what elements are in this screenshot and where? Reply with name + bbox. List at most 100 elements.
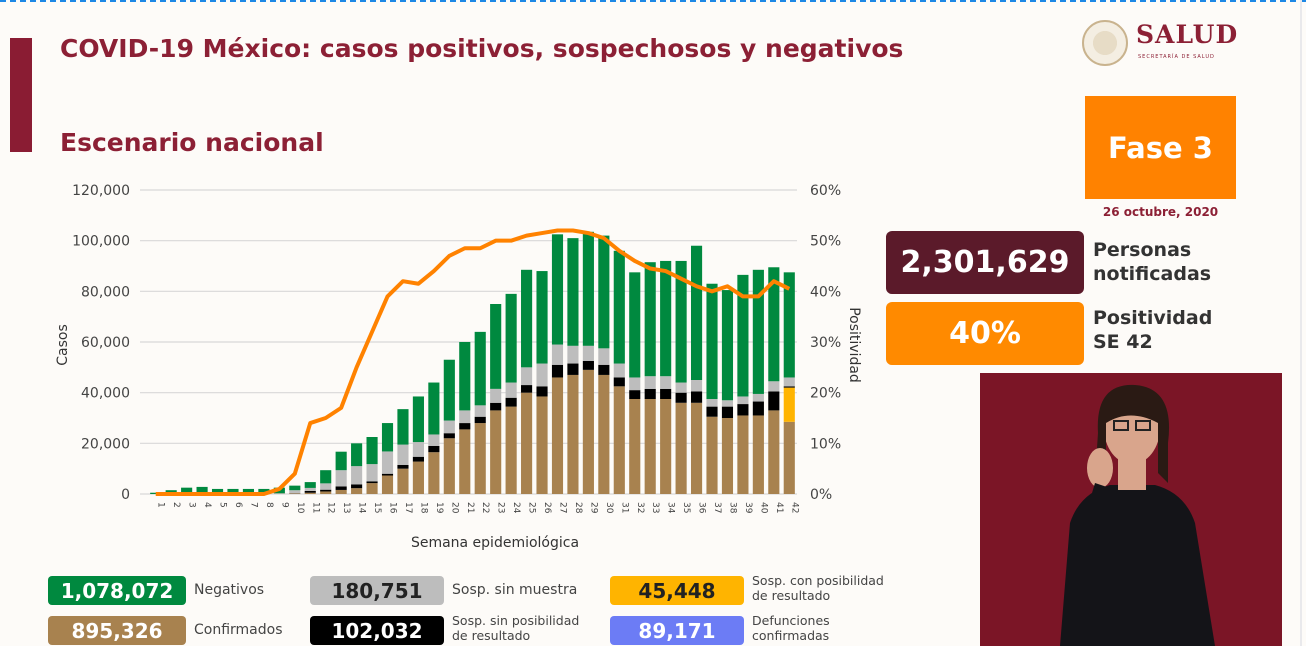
bar-segment-sosp-sin-posibilidad-de-resultado	[613, 377, 625, 387]
bar-segment-confirmados	[644, 399, 656, 494]
covid-stacked-bar-chart: 020,00040,00060,00080,000100,000120,000 …	[55, 183, 862, 551]
bar-segment-sosp-sin-muestra	[783, 377, 795, 387]
positivity-line	[155, 228, 791, 496]
bar-segment-negativos	[242, 488, 255, 494]
title-accent-bar	[10, 38, 32, 152]
bar-segment-sosp-sin-muestra	[567, 345, 579, 364]
bar-segment-sosp-sin-posibilidad-de-resultado	[737, 404, 749, 416]
bar-segment-confirmados	[505, 406, 517, 494]
bar-segment-negativos	[598, 235, 610, 349]
x-tick-label: 31	[619, 502, 629, 513]
bar-segment-negativos	[181, 487, 193, 494]
bar-segment-negativos	[459, 342, 471, 411]
x-tick-label: 13	[341, 502, 351, 513]
y2-tick-label: 50%	[810, 234, 841, 250]
bar-segment-sosp-sin-posibilidad-de-resultado	[335, 486, 347, 490]
bar-segment-sosp-sin-muestra	[752, 393, 764, 402]
legend-label: Negativos	[194, 582, 265, 598]
logo-subtext: SECRETARÍA DE SALUD	[1138, 54, 1215, 60]
bar-segment-confirmados	[737, 415, 749, 494]
bar-segment-sosp-sin-muestra	[660, 376, 672, 389]
bar-segment-sosp-sin-posibilidad-de-resultado	[551, 364, 564, 378]
bar-segment-sosp-sin-posibilidad-de-resultado	[644, 388, 656, 399]
y-tick-label: 60,000	[81, 335, 130, 351]
bar-segment-confirmados	[351, 488, 363, 494]
x-tick-label: 29	[588, 502, 598, 514]
salud-logo: SALUD SECRETARÍA DE SALUD	[1082, 18, 1252, 68]
bar-segment-sosp-sin-posibilidad-de-resultado	[660, 388, 672, 399]
legend-label: Defunciones confirmadas	[752, 613, 830, 643]
bar-segment-sosp-sin-muestra	[335, 470, 347, 487]
bar-segment-negativos	[366, 437, 378, 465]
bar-segment-negativos	[490, 304, 502, 389]
bar-segment-sosp-sin-muestra	[490, 388, 502, 403]
bar-segment-sosp-sin-muestra	[690, 380, 703, 392]
bar-segment-sosp-sin-posibilidad-de-resultado	[381, 473, 394, 476]
x-tick-label: 14	[357, 502, 367, 514]
window-right-border	[1300, 0, 1302, 646]
bar-segment-negativos	[505, 293, 517, 383]
national-seal-icon	[1082, 20, 1128, 66]
bar-segment-confirmados	[752, 415, 764, 494]
legend-value: 895,326	[48, 616, 186, 645]
bar-segment-sosp-sin-muestra	[366, 464, 378, 482]
bar-segment-confirmados	[412, 461, 424, 494]
x-tick-label: 16	[388, 502, 398, 514]
x-tick-label: 26	[542, 502, 552, 514]
y2-tick-label: 40%	[810, 284, 841, 300]
phase-badge: Fase 3	[1085, 96, 1236, 199]
x-tick-label: 37	[712, 502, 722, 513]
bar-segment-sosp-sin-posibilidad-de-resultado	[412, 456, 424, 462]
bar-segment-sosp-sin-posibilidad-de-resultado	[582, 361, 594, 370]
bar-segment-confirmados	[551, 377, 564, 494]
bar-segment-confirmados	[768, 410, 780, 494]
x-tick-label: 10	[295, 502, 305, 514]
bar-segment-negativos	[567, 238, 579, 346]
x-tick-label: 20	[449, 502, 459, 514]
bar-segment-negativos	[644, 262, 656, 377]
window-top-border	[0, 0, 1306, 2]
bar-segment-sosp-sin-posibilidad-de-resultado	[320, 489, 332, 492]
bar-segment-sosp-sin-posibilidad-de-resultado	[536, 386, 548, 397]
bar-segment-sosp-sin-muestra	[737, 396, 749, 405]
bar-segment-confirmados	[783, 421, 795, 494]
x-tick-label: 6	[233, 502, 243, 508]
y-axis-title: Casos	[55, 324, 71, 366]
bar-segment-sosp-sin-posibilidad-de-resultado	[366, 481, 378, 484]
bar-segment-negativos	[258, 488, 270, 494]
bar-segment-confirmados	[675, 402, 687, 494]
legend-value: 102,032	[310, 616, 444, 645]
bar-segment-sosp-sin-posibilidad-de-resultado	[783, 386, 795, 388]
legend-value: 180,751	[310, 576, 444, 605]
bar-segment-sosp-sin-posibilidad-de-resultado	[351, 484, 363, 489]
bar-segment-negativos	[613, 250, 625, 364]
bar-segment-negativos	[196, 486, 208, 494]
bar-segment-negativos	[351, 443, 363, 467]
x-tick-label: 21	[465, 502, 475, 513]
bar-segment-negativos	[660, 260, 672, 377]
bar-segment-sosp-sin-muestra	[768, 381, 780, 392]
bar-segment-confirmados	[335, 489, 347, 494]
bar-segment-sosp-sin-muestra	[351, 466, 363, 485]
notified-persons-value: 2,301,629	[886, 231, 1084, 294]
x-tick-label: 7	[248, 502, 258, 508]
bar-segment-sosp-sin-muestra	[289, 490, 301, 494]
bar-segment-negativos	[737, 274, 749, 397]
bar-segment-sosp-sin-muestra	[706, 399, 718, 407]
y-tick-label: 80,000	[81, 284, 130, 300]
bar-segment-sosp-sin-muestra	[459, 410, 471, 424]
bar-segment-negativos	[381, 423, 394, 452]
bar-segment-sosp-sin-posibilidad-de-resultado	[752, 401, 764, 416]
bar-segment-sosp-sin-muestra	[428, 434, 440, 446]
notified-persons-label: Personas notificadas	[1093, 238, 1211, 286]
bar-segment-confirmados	[397, 468, 409, 494]
x-tick-label: 35	[681, 502, 691, 513]
legend-label: Sosp. sin posibilidad de resultado	[452, 613, 580, 643]
logo-text: SALUD	[1136, 20, 1239, 49]
bar-segment-negativos	[675, 260, 687, 383]
bar-segment-sosp-sin-muestra	[551, 344, 564, 365]
x-tick-label: 8	[264, 502, 274, 508]
bar-segment-sosp-sin-muestra	[320, 483, 332, 490]
bar-segment-confirmados	[536, 396, 548, 494]
bar-segment-sosp-sin-posibilidad-de-resultado	[428, 445, 440, 453]
